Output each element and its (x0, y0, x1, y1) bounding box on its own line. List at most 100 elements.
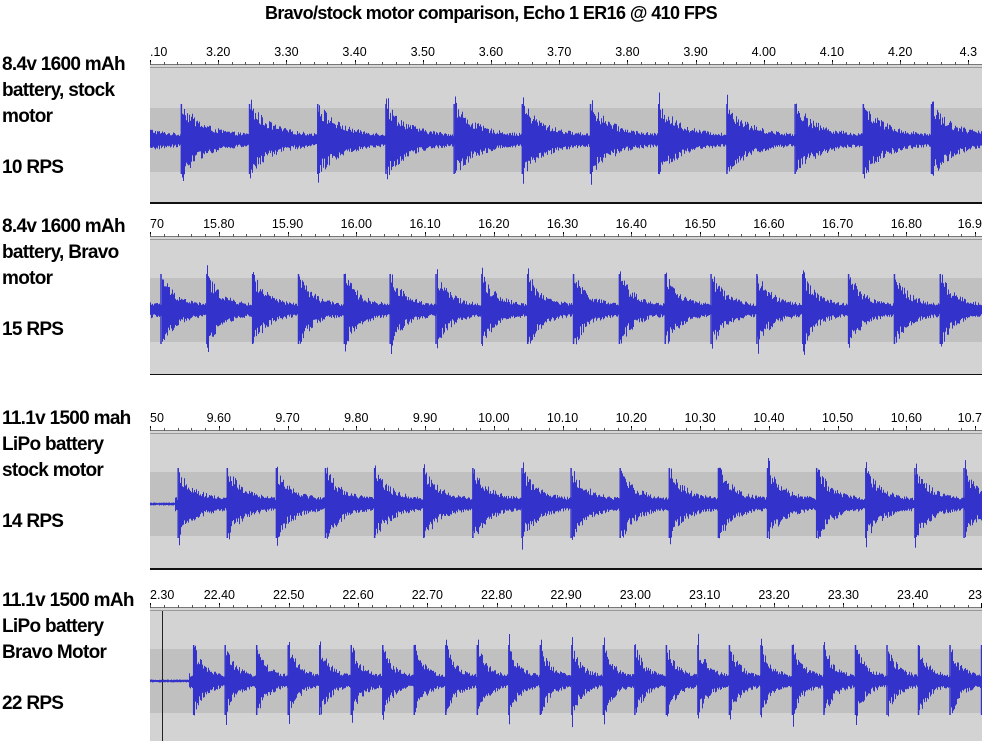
panel-2-tick-label: 16.20 (478, 217, 510, 231)
chart-title: Bravo/stock motor comparison, Echo 1 ER1… (264, 3, 718, 23)
panel-3-minor-tick (823, 428, 825, 431)
panel-2-minor-tick (920, 234, 922, 237)
panel-1-waveform-line (150, 92, 982, 185)
panel-2-minor-tick (658, 234, 660, 237)
panel-1-minor-tick (859, 62, 861, 65)
panel-2-minor-tick (810, 234, 812, 237)
panel-1-minor-tick (750, 62, 752, 65)
panel-2-minor-tick (700, 234, 702, 237)
panel-1-minor-tick (381, 62, 383, 65)
panel-3-minor-tick (493, 428, 495, 431)
panel-1-minor-tick (831, 62, 833, 65)
panel-4-minor-tick (552, 605, 554, 608)
panel-4-tick-label: 22.90 (550, 588, 582, 602)
panel-1-separator (150, 202, 982, 204)
panel-1-waveform-svg (150, 92, 982, 185)
panel-1-label-line-1: 8.4v 1600 mAh (2, 54, 126, 75)
panel-4-minor-tick (371, 605, 373, 608)
panel-1-minor-tick (204, 62, 206, 65)
panel-1-minor-tick (886, 62, 888, 65)
panel-2-minor-tick (411, 234, 413, 237)
panel-4-minor-tick (524, 605, 526, 608)
panel-3-minor-tick (438, 428, 440, 431)
panel-4-minor-tick (441, 605, 443, 608)
panel-2-tick-label: 16.60 (753, 217, 785, 231)
panel-2-minor-tick (287, 234, 289, 237)
panel-2-timeline-ruler[interactable]: 70 15.80 15.90 16.00 16.10 16.20 16.30 16.40 16.… (150, 216, 982, 240)
panel-1-minor-tick (545, 62, 547, 65)
panel-1-minor-tick (231, 62, 233, 65)
panel-3-minor-tick (315, 428, 317, 431)
panel-4-minor-tick (413, 605, 415, 608)
panel-1-tick-label: 3.50 (410, 45, 435, 59)
panel-1-minor-tick (968, 62, 970, 65)
panel-1-tick-label: 4.00 (751, 45, 776, 59)
panel-3-minor-tick (645, 428, 647, 431)
panel-2-label-line-1: 8.4v 1600 mAh (2, 216, 126, 237)
panel-3-tick-label: 10.00 (478, 411, 510, 425)
panel-4-minor-tick (857, 605, 859, 608)
panel-3-timeline-ruler[interactable]: 50 9.60 9.70 9.80 9.90 10.00 10.10 10.20 10.30 10… (150, 410, 982, 434)
panel-3-waveform-line (150, 458, 982, 550)
panel-1-minor-tick (518, 62, 520, 65)
panel-1-minor-tick (804, 62, 806, 65)
panel-2-minor-tick (713, 234, 715, 237)
panel-4-minor-tick (455, 605, 457, 608)
panel-3-minor-tick (865, 428, 867, 431)
panel-4-waveform-svg (150, 633, 982, 728)
panel-3-minor-tick (672, 428, 674, 431)
panel-3-minor-tick (631, 428, 633, 431)
panel-1-rate-label: 10 RPS (2, 157, 64, 178)
panel-1-minor-tick (941, 62, 943, 65)
panel-4-minor-tick (593, 605, 595, 608)
panel-3-tick-label: 10.40 (753, 411, 785, 425)
panel-1-minor-tick (327, 62, 329, 65)
panel-1-minor-tick (450, 62, 452, 65)
panel-3-minor-tick (411, 428, 413, 431)
panel-2-tick-label: 16.50 (684, 217, 716, 231)
panel-2-waveform-svg (150, 265, 982, 355)
panel-4-label-line-1: 11.1v 1500 mAh (2, 590, 134, 611)
panel-3-tick-label: 9.70 (275, 411, 300, 425)
panel-2-minor-tick (493, 234, 495, 237)
panel-4-timeline-ruler[interactable]: 2.30 22.40 22.50 22.60 22.70 22.80 22.90 23.00 2… (150, 587, 982, 611)
panel-4-minor-tick (690, 605, 692, 608)
panel-2-minor-tick (205, 234, 206, 237)
panel-1-minor-tick (763, 62, 765, 65)
panel-3-minor-tick (205, 428, 206, 431)
panel-4-minor-tick (385, 605, 387, 608)
panel-3-minor-tick (590, 428, 592, 431)
panel-2-minor-tick (782, 234, 784, 237)
panel-4-minor-tick (344, 605, 346, 608)
panel-3-minor-tick (562, 428, 564, 431)
panel-2-minor-tick (328, 234, 330, 237)
panel-3-minor-tick (933, 428, 935, 431)
panel-3-tick-label: 50 (150, 411, 164, 425)
panel-3-minor-tick (755, 428, 757, 431)
panel-3-minor-tick (741, 428, 743, 431)
panel-2-minor-tick (438, 234, 440, 237)
panel-1-timeline-ruler[interactable]: .10 3.20 3.30 3.40 3.50 3.60 3.70 3.80 3.90 4.00 4… (150, 44, 982, 68)
panel-1-minor-tick (272, 62, 274, 65)
panel-4-tick-label: 22.50 (273, 588, 305, 602)
panel-1-minor-tick (641, 62, 643, 65)
panel-1-minor-tick (695, 62, 697, 65)
panel-4-tick-label: 23.00 (619, 588, 651, 602)
panel-3-minor-tick (851, 428, 853, 431)
panel-1-minor-tick (409, 62, 411, 65)
panel-4-minor-tick (843, 605, 845, 608)
panel-3-minor-tick (782, 428, 784, 431)
panel-4-tick-label: 23.20 (758, 588, 790, 602)
panel-2-tick-label: 16.9 (957, 217, 982, 231)
panel-4-tick-label: 23.40 (897, 588, 929, 602)
panel-3-minor-tick (466, 428, 468, 431)
panel-2-minor-tick (947, 234, 949, 237)
panel-3-label-line-2: LiPo battery (2, 434, 104, 455)
panel-1-minor-tick (163, 62, 165, 65)
panel-2-minor-tick (301, 234, 303, 237)
panel-1-label-line-2: battery, stock (2, 80, 115, 101)
panel-4-minor-tick (663, 605, 665, 608)
panel-4-minor-tick (884, 605, 886, 608)
panel-4-minor-tick (746, 605, 748, 608)
panel-4-playback-cursor[interactable] (162, 611, 163, 741)
